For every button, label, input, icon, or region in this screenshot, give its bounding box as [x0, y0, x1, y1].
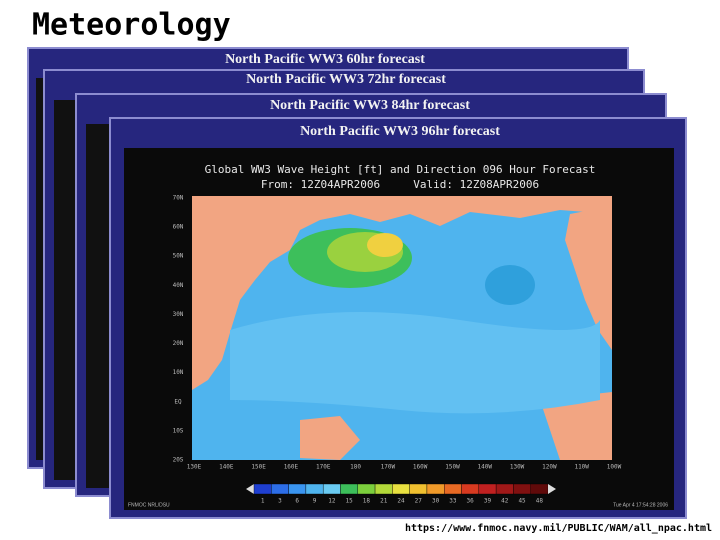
lat-label: 70N [173, 195, 184, 202]
color-bar-label: 24 [397, 498, 405, 505]
lat-label: 10S [173, 427, 184, 434]
color-bar-label: 39 [484, 498, 492, 505]
panel-title: North Pacific WW3 96hr forecast [300, 124, 500, 139]
color-bar-label: 30 [432, 498, 440, 505]
color-bar-label: 42 [501, 498, 509, 505]
color-bar-label: 45 [518, 498, 526, 505]
lat-label: 30N [173, 311, 184, 318]
color-bar-segment [357, 483, 376, 495]
lat-label: 40N [173, 282, 184, 289]
lon-label: 160W [413, 464, 428, 471]
color-bar-label: 33 [449, 498, 457, 505]
color-bar-segment [444, 483, 462, 495]
color-bar-label: 15 [346, 498, 354, 505]
lat-label: 20N [173, 340, 184, 347]
lon-label: 150E [251, 464, 266, 471]
color-bar-segment [271, 483, 289, 495]
lon-label: 150W [445, 464, 460, 471]
color-bar-label: 36 [467, 498, 475, 505]
land [540, 392, 612, 460]
wave-zone [367, 233, 403, 257]
color-bar-segment [392, 483, 410, 495]
lat-label: 60N [173, 224, 184, 231]
color-bar-arrow [246, 484, 254, 494]
lon-label: 130E [187, 464, 202, 471]
color-bar-segment [426, 483, 445, 495]
panel: North Pacific WW3 96hr forecast Global W… [109, 117, 687, 519]
color-bar-segment [305, 483, 324, 495]
lon-label: 110W [574, 464, 589, 471]
color-bar-segment [322, 483, 341, 495]
panel-title: North Pacific WW3 72hr forecast [246, 72, 446, 87]
lat-label: EQ [174, 398, 182, 405]
color-bar-segment [495, 483, 514, 495]
lon-label: 160E [284, 464, 299, 471]
map-footer: Tue Apr 4 17:54:28 2006 [613, 502, 668, 508]
color-bar-segment [409, 483, 428, 495]
color-bar-label: 9 [313, 498, 317, 505]
lat-label: 10N [173, 369, 184, 376]
lat-label: 50N [173, 253, 184, 260]
color-bar-segment [461, 483, 480, 495]
lon-label: 170W [381, 464, 396, 471]
source-url: https://www.fnmoc.navy.mil/PUBLIC/WAM/al… [405, 522, 712, 534]
color-bar-label: 3 [278, 498, 282, 505]
color-bar-segment [374, 483, 393, 495]
color-bar-label: 6 [295, 498, 299, 505]
map-subheader: From: 12Z04APR2006 Valid: 12Z08APR2006 [261, 178, 539, 191]
land [192, 196, 612, 390]
lat-label: 20S [173, 457, 184, 464]
color-bar-arrow [548, 484, 556, 494]
lon-label: 140E [219, 464, 234, 471]
panel-title: North Pacific WW3 84hr forecast [270, 98, 470, 113]
color-bar-label: 18 [363, 498, 371, 505]
color-bar-label: 21 [380, 498, 388, 505]
color-bar-segment [253, 483, 272, 495]
lon-label: 120W [542, 464, 557, 471]
lon-label: 180 [350, 464, 361, 471]
color-bar-label: 12 [328, 498, 336, 505]
map-header: Global WW3 Wave Height [ft] and Directio… [205, 163, 596, 176]
wave-zone [485, 265, 535, 305]
color-bar-segment [478, 483, 497, 495]
lon-label: 140W [478, 464, 493, 471]
land [300, 416, 360, 460]
lon-label: 130W [510, 464, 525, 471]
land [565, 206, 612, 350]
color-bar-label: 48 [536, 498, 544, 505]
map [192, 196, 612, 460]
lon-label: 170E [316, 464, 331, 471]
slide-title: Meteorology [32, 8, 231, 43]
panel-title: North Pacific WW3 60hr forecast [225, 52, 425, 67]
lon-label: 100W [607, 464, 622, 471]
wave-zone [230, 312, 600, 414]
color-bar-segment [340, 483, 358, 495]
map-footer: FNMOC NRL/DSU [128, 502, 170, 508]
color-bar-segment [513, 483, 531, 495]
color-bar-label: 1 [261, 498, 265, 505]
color-bar-label: 27 [415, 498, 423, 505]
color-bar-segment [288, 483, 307, 495]
color-bar-segment [530, 483, 549, 495]
color-bar: 1 3 6 9 12 15 18 21 24 27 30 33 36 39 42 45 48 [246, 483, 556, 505]
